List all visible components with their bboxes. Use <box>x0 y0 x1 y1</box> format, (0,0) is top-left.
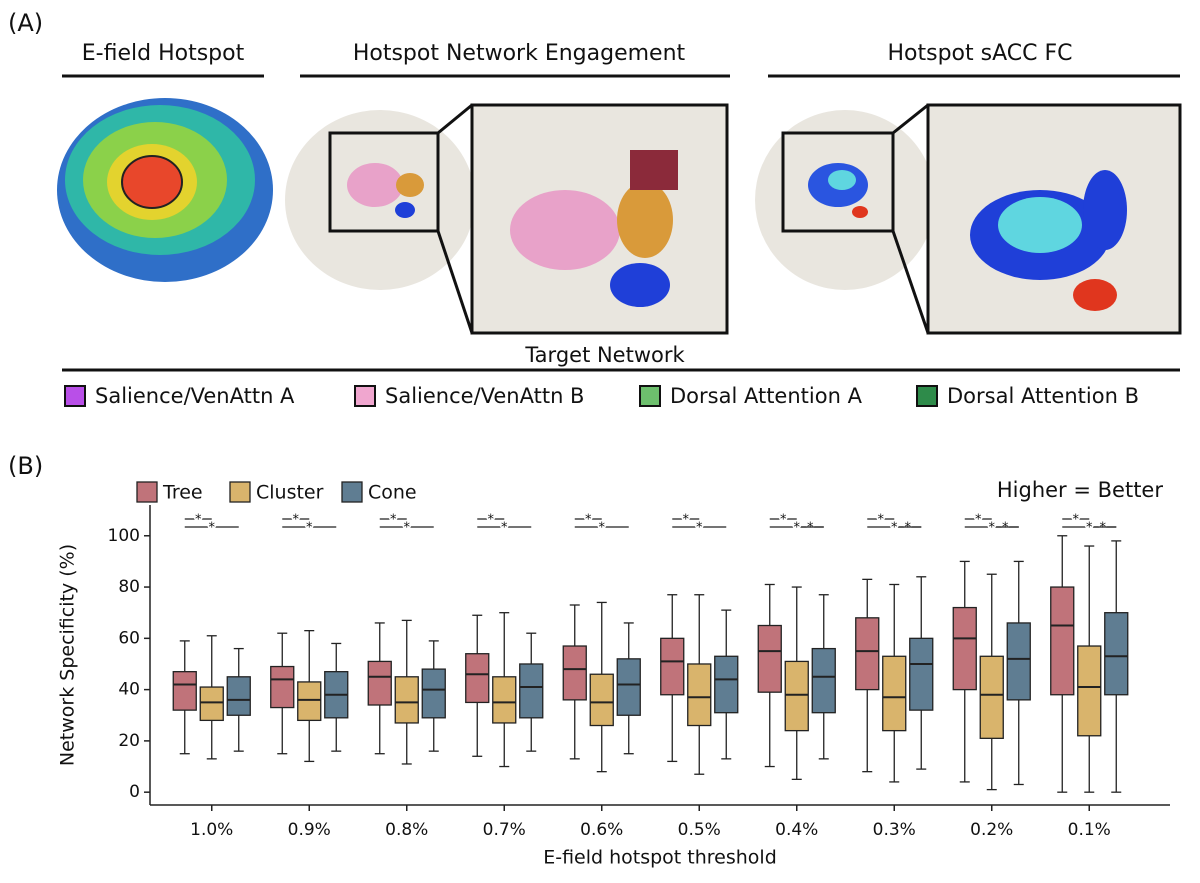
box <box>979 655 1004 739</box>
legend-swatch <box>136 481 158 503</box>
significance-label: * <box>807 521 814 536</box>
x-tick-label: 0.2% <box>970 820 1013 840</box>
significance-label: * <box>585 513 592 528</box>
significance-label: * <box>390 513 397 528</box>
y-tick-label: 60 <box>118 628 140 648</box>
legend-label: Tree <box>162 482 203 504</box>
box <box>589 673 614 727</box>
box <box>465 653 490 704</box>
box <box>660 637 685 696</box>
legend-swatch <box>916 385 938 407</box>
box <box>952 606 977 691</box>
y-tick-label: 80 <box>118 577 140 597</box>
x-tick-label: 0.9% <box>288 820 331 840</box>
legend-swatch <box>229 481 251 503</box>
x-tick-label: 0.7% <box>483 820 526 840</box>
box <box>226 676 251 716</box>
box <box>297 681 322 722</box>
significance-label: * <box>975 513 982 528</box>
box <box>270 665 295 709</box>
legend-label: Cone <box>368 482 417 504</box>
panel-label: (A) <box>8 9 43 37</box>
x-tick-label: 0.3% <box>873 820 916 840</box>
box <box>1104 612 1129 696</box>
legend-swatch <box>354 385 376 407</box>
legend-swatch <box>341 481 363 503</box>
box <box>492 676 517 724</box>
significance-label: * <box>794 521 801 536</box>
significance-label: * <box>293 513 300 528</box>
significance-label: * <box>696 521 703 536</box>
box <box>882 655 907 732</box>
box <box>687 663 712 727</box>
box <box>714 655 739 714</box>
legend-label: Dorsal Attention B <box>947 384 1139 408</box>
legend-label: Dorsal Attention A <box>670 384 863 408</box>
efield-brain-image <box>57 98 273 282</box>
box <box>1050 586 1075 696</box>
box <box>757 624 782 693</box>
box <box>421 668 446 719</box>
box <box>367 660 392 706</box>
x-tick-label: 0.5% <box>678 820 721 840</box>
panel-title: Hotspot Network Engagement <box>353 41 686 66</box>
network-brain-image <box>285 103 729 335</box>
legend-swatch <box>639 385 661 407</box>
significance-label: * <box>891 521 898 536</box>
significance-label: * <box>905 521 912 536</box>
panel-title: Hotspot sACC FC <box>888 41 1073 66</box>
box <box>199 686 224 722</box>
fc-brain-image <box>755 103 1182 335</box>
significance-label: * <box>989 521 996 536</box>
panel-title: E-field Hotspot <box>82 41 245 66</box>
legend-label: Salience/VenAttn B <box>385 384 584 408</box>
legend-swatch <box>64 385 86 407</box>
x-tick-label: 0.4% <box>775 820 818 840</box>
significance-label: * <box>878 513 885 528</box>
significance-label: * <box>488 513 495 528</box>
significance-label: * <box>599 521 606 536</box>
box <box>855 617 880 691</box>
significance-label: * <box>683 513 690 528</box>
x-tick-label: 0.8% <box>385 820 428 840</box>
box <box>784 660 809 732</box>
y-tick-label: 100 <box>108 526 140 546</box>
box <box>519 663 544 719</box>
legend-label: Salience/VenAttn A <box>95 384 295 408</box>
box <box>562 645 587 701</box>
significance-label: * <box>306 521 313 536</box>
legend-label: Cluster <box>256 482 324 504</box>
x-axis-title: E-field hotspot threshold <box>543 847 777 869</box>
significance-label: * <box>1002 521 1009 536</box>
significance-label: * <box>404 521 411 536</box>
box <box>1006 622 1031 701</box>
box <box>394 676 419 724</box>
y-axis-title: Network Specificity (%) <box>57 544 79 766</box>
significance-label: * <box>1086 521 1093 536</box>
x-tick-label: 0.1% <box>1068 820 1111 840</box>
box <box>909 637 934 711</box>
significance-label: * <box>209 521 216 536</box>
box <box>811 647 836 714</box>
x-tick-label: 1.0% <box>190 820 233 840</box>
legend-title: Target Network <box>524 343 685 367</box>
x-tick-label: 0.6% <box>580 820 623 840</box>
panel-label: (B) <box>8 452 43 480</box>
annotation: Higher = Better <box>997 478 1163 502</box>
y-tick-label: 0 <box>129 782 140 802</box>
box <box>1077 645 1102 737</box>
significance-label: * <box>195 513 202 528</box>
y-tick-label: 40 <box>118 680 140 700</box>
y-tick-label: 20 <box>118 731 140 751</box>
significance-label: * <box>501 521 508 536</box>
significance-label: * <box>1100 521 1107 536</box>
box <box>616 658 641 716</box>
significance-label: * <box>1073 513 1080 528</box>
significance-label: * <box>780 513 787 528</box>
box <box>172 671 197 711</box>
